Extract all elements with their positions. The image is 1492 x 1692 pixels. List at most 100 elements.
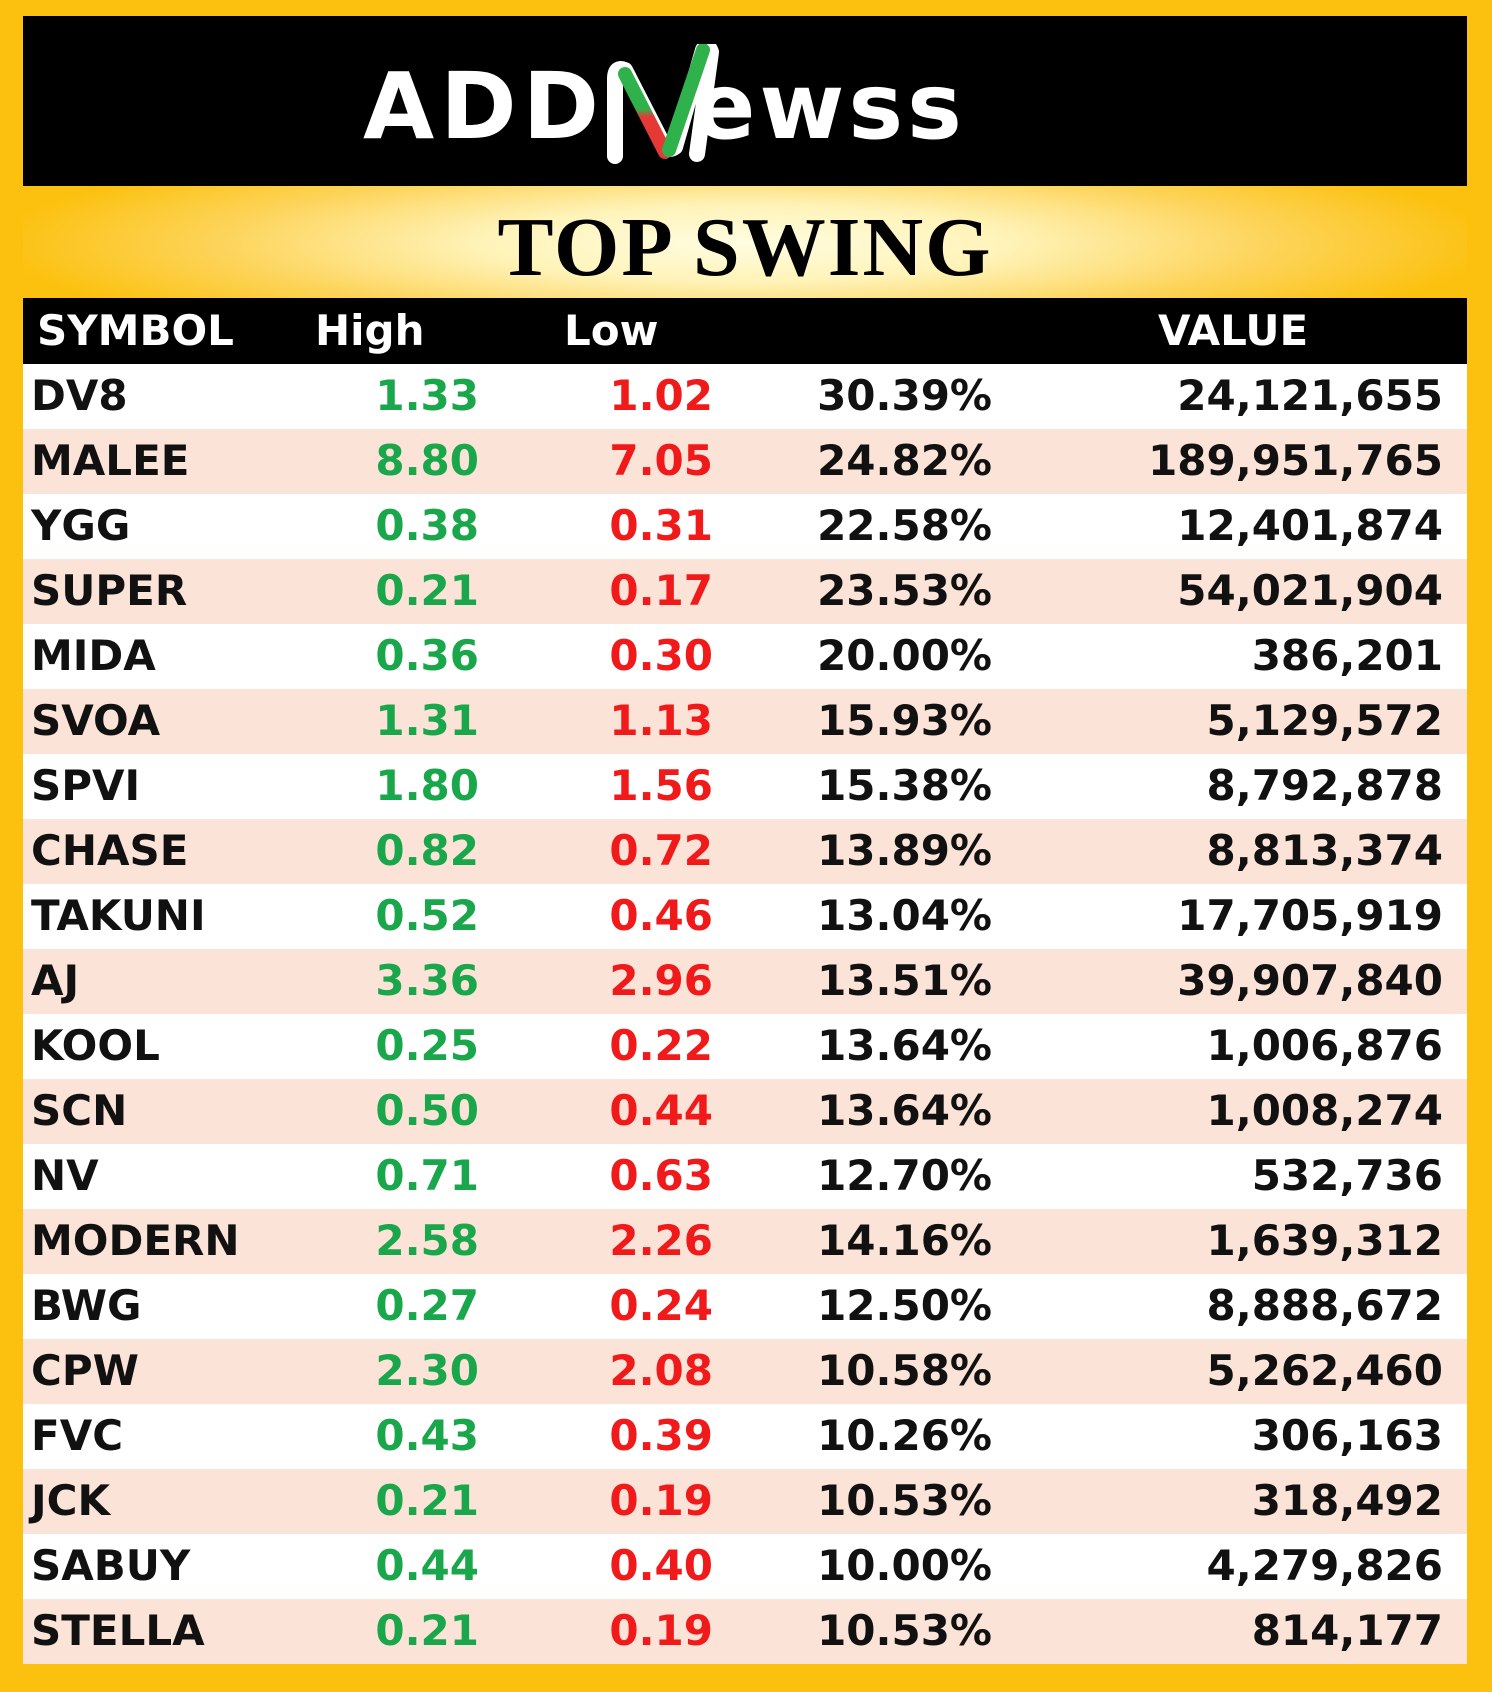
cell-pct: 30.39% — [817, 371, 992, 420]
cell-value: 39,907,840 — [1177, 956, 1443, 1005]
cell-low: 0.19 — [609, 1606, 713, 1655]
cell-high: 0.21 — [375, 566, 479, 615]
cell-value: 24,121,655 — [1177, 371, 1443, 420]
cell-high: 0.71 — [375, 1151, 479, 1200]
cell-pct: 14.16% — [817, 1216, 992, 1265]
cell-symbol: YGG — [31, 501, 131, 550]
table-row: TAKUNI 0.52 0.46 13.04% 17,705,919 — [23, 884, 1467, 949]
cell-high: 0.25 — [375, 1021, 479, 1070]
cell-low: 0.24 — [609, 1281, 713, 1330]
table-row: DV8 1.33 1.02 30.39% 24,121,655 — [23, 364, 1467, 429]
table-row: SABUY 0.44 0.40 10.00% 4,279,826 — [23, 1534, 1467, 1599]
cell-low: 2.26 — [609, 1216, 713, 1265]
cell-high: 0.38 — [375, 501, 479, 550]
cell-symbol: TAKUNI — [31, 891, 206, 940]
cell-pct: 10.53% — [817, 1476, 992, 1525]
cell-high: 0.82 — [375, 826, 479, 875]
cell-value: 5,129,572 — [1206, 696, 1443, 745]
table-row: YGG 0.38 0.31 22.58% 12,401,874 — [23, 494, 1467, 559]
cell-low: 0.22 — [609, 1021, 713, 1070]
cell-symbol: SVOA — [31, 696, 161, 745]
cell-value: 8,792,878 — [1206, 761, 1443, 810]
cell-symbol: JCK — [31, 1476, 110, 1525]
page-title: TOP SWING — [497, 201, 993, 294]
table-row: NV 0.71 0.63 12.70% 532,736 — [23, 1144, 1467, 1209]
header-low: Low — [564, 306, 659, 355]
cell-pct: 15.93% — [817, 696, 992, 745]
table-row: SCN 0.50 0.44 13.64% 1,008,274 — [23, 1079, 1467, 1144]
cell-value: 1,008,274 — [1206, 1086, 1443, 1135]
cell-value: 532,736 — [1251, 1151, 1443, 1200]
header-value: VALUE — [1158, 306, 1309, 355]
cell-pct: 10.58% — [817, 1346, 992, 1395]
cell-high: 0.44 — [375, 1541, 479, 1590]
cell-value: 17,705,919 — [1177, 891, 1443, 940]
table-row: SUPER 0.21 0.17 23.53% 54,021,904 — [23, 559, 1467, 624]
table-row: SPVI 1.80 1.56 15.38% 8,792,878 — [23, 754, 1467, 819]
cell-low: 0.44 — [609, 1086, 713, 1135]
cell-pct: 13.04% — [817, 891, 992, 940]
addnewss-logo: ADD ewss — [363, 44, 1163, 174]
cell-low: 0.30 — [609, 631, 713, 680]
cell-low: 2.96 — [609, 956, 713, 1005]
cell-low: 2.08 — [609, 1346, 713, 1395]
logo-text-right: ewss — [693, 53, 966, 160]
cell-symbol: BWG — [31, 1281, 142, 1330]
table-row: CPW 2.30 2.08 10.58% 5,262,460 — [23, 1339, 1467, 1404]
cell-value: 318,492 — [1251, 1476, 1443, 1525]
cell-high: 2.30 — [375, 1346, 479, 1395]
cell-value: 1,639,312 — [1206, 1216, 1443, 1265]
cell-pct: 12.70% — [817, 1151, 992, 1200]
cell-symbol: KOOL — [31, 1021, 160, 1070]
cell-low: 0.17 — [609, 566, 713, 615]
cell-symbol: MALEE — [31, 436, 190, 485]
cell-high: 0.36 — [375, 631, 479, 680]
cell-high: 2.58 — [375, 1216, 479, 1265]
cell-high: 0.21 — [375, 1476, 479, 1525]
cell-high: 3.36 — [375, 956, 479, 1005]
cell-pct: 13.51% — [817, 956, 992, 1005]
swing-table: SYMBOL High Low VALUE DV8 1.33 1.02 30.3… — [23, 298, 1467, 1664]
table-row: FVC 0.43 0.39 10.26% 306,163 — [23, 1404, 1467, 1469]
table-row: JCK 0.21 0.19 10.53% 318,492 — [23, 1469, 1467, 1534]
cell-low: 1.13 — [609, 696, 713, 745]
cell-value: 306,163 — [1251, 1411, 1443, 1460]
header-symbol: SYMBOL — [37, 306, 234, 355]
table-row: STELLA 0.21 0.19 10.53% 814,177 — [23, 1599, 1467, 1664]
cell-high: 1.80 — [375, 761, 479, 810]
cell-high: 0.21 — [375, 1606, 479, 1655]
cell-pct: 13.89% — [817, 826, 992, 875]
table-row: SVOA 1.31 1.13 15.93% 5,129,572 — [23, 689, 1467, 754]
cell-high: 1.33 — [375, 371, 479, 420]
cell-high: 0.27 — [375, 1281, 479, 1330]
table-row: KOOL 0.25 0.22 13.64% 1,006,876 — [23, 1014, 1467, 1079]
cell-pct: 20.00% — [817, 631, 992, 680]
cell-pct: 10.26% — [817, 1411, 992, 1460]
cell-low: 0.19 — [609, 1476, 713, 1525]
cell-symbol: DV8 — [31, 371, 128, 420]
cell-low: 0.63 — [609, 1151, 713, 1200]
cell-high: 8.80 — [375, 436, 479, 485]
cell-low: 0.31 — [609, 501, 713, 550]
cell-symbol: AJ — [31, 956, 80, 1005]
cell-symbol: SUPER — [31, 566, 188, 615]
cell-low: 0.46 — [609, 891, 713, 940]
cell-value: 8,813,374 — [1206, 826, 1443, 875]
cell-symbol: SPVI — [31, 761, 141, 810]
cell-value: 189,951,765 — [1148, 436, 1443, 485]
cell-low: 0.40 — [609, 1541, 713, 1590]
cell-symbol: MODERN — [31, 1216, 240, 1265]
table-row: AJ 3.36 2.96 13.51% 39,907,840 — [23, 949, 1467, 1014]
cell-high: 1.31 — [375, 696, 479, 745]
cell-value: 1,006,876 — [1206, 1021, 1443, 1070]
cell-symbol: MIDA — [31, 631, 156, 680]
cell-high: 0.50 — [375, 1086, 479, 1135]
cell-low: 0.72 — [609, 826, 713, 875]
cell-pct: 13.64% — [817, 1021, 992, 1070]
table-row: CHASE 0.82 0.72 13.89% 8,813,374 — [23, 819, 1467, 884]
cell-value: 12,401,874 — [1177, 501, 1443, 550]
cell-low: 1.56 — [609, 761, 713, 810]
cell-symbol: SCN — [31, 1086, 128, 1135]
cell-pct: 13.64% — [817, 1086, 992, 1135]
cell-value: 814,177 — [1251, 1606, 1443, 1655]
